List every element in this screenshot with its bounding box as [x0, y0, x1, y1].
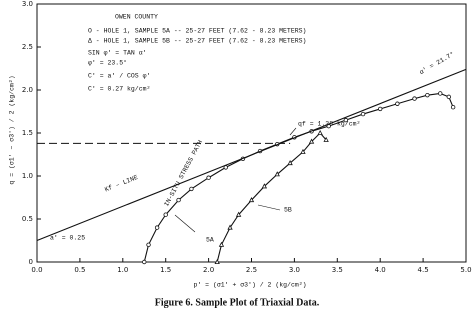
marker [261, 183, 268, 189]
x-tick-label: 3.0 [289, 266, 300, 274]
marker [287, 160, 293, 166]
y-tick-label: 3.0 [22, 0, 33, 8]
marker [227, 224, 233, 230]
marker [146, 242, 151, 247]
marker [343, 117, 349, 123]
y-tick-label: 1.0 [22, 172, 33, 180]
x-tick-label: 1.5 [160, 266, 171, 274]
y-tick-label: 2.5 [22, 43, 33, 51]
annotation: OWEN COUNTY [115, 14, 158, 21]
y-tick-label: 0.5 [22, 215, 33, 223]
y-tick-label: 2.0 [22, 86, 33, 94]
marker [300, 148, 306, 154]
marker [308, 138, 315, 144]
y-tick-label: 0 [29, 258, 33, 266]
x-tick-label: 3.5 [332, 266, 343, 274]
annotation: qf = 1.38 kg/cm² [298, 121, 360, 128]
x-tick-label: 5.0 [460, 266, 471, 274]
annotation: C' = a' / COS φ' [88, 73, 150, 80]
x-tick-label: 0.5 [74, 266, 85, 274]
marker [378, 106, 383, 112]
marker [142, 259, 147, 265]
marker [412, 96, 417, 101]
marker [450, 104, 456, 110]
marker [425, 92, 430, 98]
annotation: SIN φ' = TAN α' [88, 50, 147, 57]
marker [163, 212, 168, 217]
marker [214, 258, 220, 264]
leader [257, 204, 281, 211]
annotation: α' = 21.7° [418, 50, 456, 76]
series-line [143, 92, 454, 263]
marker [248, 197, 255, 203]
leader [174, 214, 196, 233]
marker [189, 186, 194, 192]
marker [323, 136, 329, 142]
y-tick-label: 1.5 [22, 129, 33, 137]
x-tick-label: 4.5 [418, 266, 429, 274]
marker [274, 171, 280, 177]
marker [446, 94, 452, 100]
series-line [216, 132, 327, 263]
leader [289, 127, 297, 136]
series-label: 5A [206, 237, 214, 244]
annotation: IN-SITU STRESS PATH [163, 139, 204, 208]
x-tick-label: 1.0 [117, 266, 128, 274]
series-label: Kf – LINE [104, 174, 139, 194]
x-tick-label: 2.0 [203, 266, 214, 274]
marker [395, 101, 400, 106]
marker [206, 175, 211, 180]
x-axis-label: p' = (σ1' + σ3') / 2 (kg/cm²) [193, 282, 306, 289]
x-tick-label: 0.0 [31, 266, 42, 274]
series-line [36, 68, 467, 242]
annotation: φ' = 23.5° [88, 59, 127, 67]
annotation: Δ - HOLE 1, SAMPLE 5B -- 25-27 FEET (7.6… [88, 38, 306, 45]
annotation: C' = 0.27 kg/cm² [88, 86, 150, 93]
marker [317, 129, 323, 135]
caption: Figure 6. Sample Plot of Triaxial Data. [155, 297, 320, 308]
y-axis-label: q = (σ1' − σ3') / 2 (kg/cm²) [9, 75, 16, 184]
marker [235, 211, 242, 217]
series-label: 5B [284, 207, 292, 214]
annotation: a' = 0.25 [50, 235, 85, 242]
x-tick-label: 2.5 [246, 266, 257, 274]
marker [176, 197, 181, 203]
marker [360, 111, 366, 117]
marker [438, 91, 443, 96]
x-tick-label: 4.0 [375, 266, 386, 274]
marker [218, 241, 225, 247]
annotation: O - HOLE 1, SAMPLE 5A -- 25-27 FEET (7.6… [88, 28, 306, 35]
marker [154, 225, 160, 230]
